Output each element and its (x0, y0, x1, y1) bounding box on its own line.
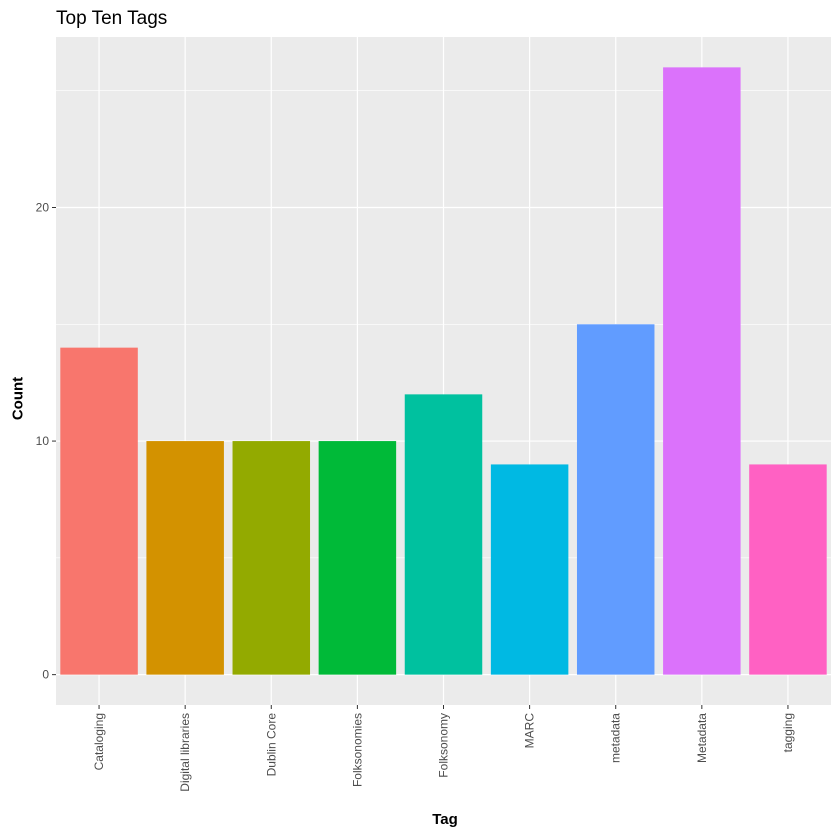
y-tick-label: 20 (36, 201, 50, 215)
x-tick-label: metadata (609, 713, 623, 763)
x-axis-title: Tag (432, 811, 458, 828)
bar-folksonomy (404, 394, 483, 675)
x-tick-label: Dublin Core (264, 713, 278, 777)
bar-folksonomies (318, 441, 397, 675)
bar-metadata (663, 67, 741, 675)
bar-metadata (576, 324, 655, 675)
x-tick-label: MARC (523, 713, 537, 749)
y-tick-label: 0 (42, 668, 49, 682)
x-tick-label: Digital libraries (178, 713, 192, 792)
x-tick-label: Folksonomy (437, 713, 451, 778)
y-tick-label: 10 (36, 434, 50, 448)
x-tick-label: tagging (781, 713, 795, 752)
bar-marc (490, 464, 569, 675)
x-tick-label: Cataloging (92, 713, 106, 770)
chart-title: Top Ten Tags (56, 8, 168, 29)
x-tick-label: Folksonomies (350, 713, 364, 787)
bar-dublin-core (232, 441, 311, 675)
bar-tagging (749, 464, 827, 675)
bar-cataloging (60, 347, 138, 675)
bar-digital-libraries (146, 441, 224, 675)
x-tick-label: Metadata (695, 713, 709, 763)
